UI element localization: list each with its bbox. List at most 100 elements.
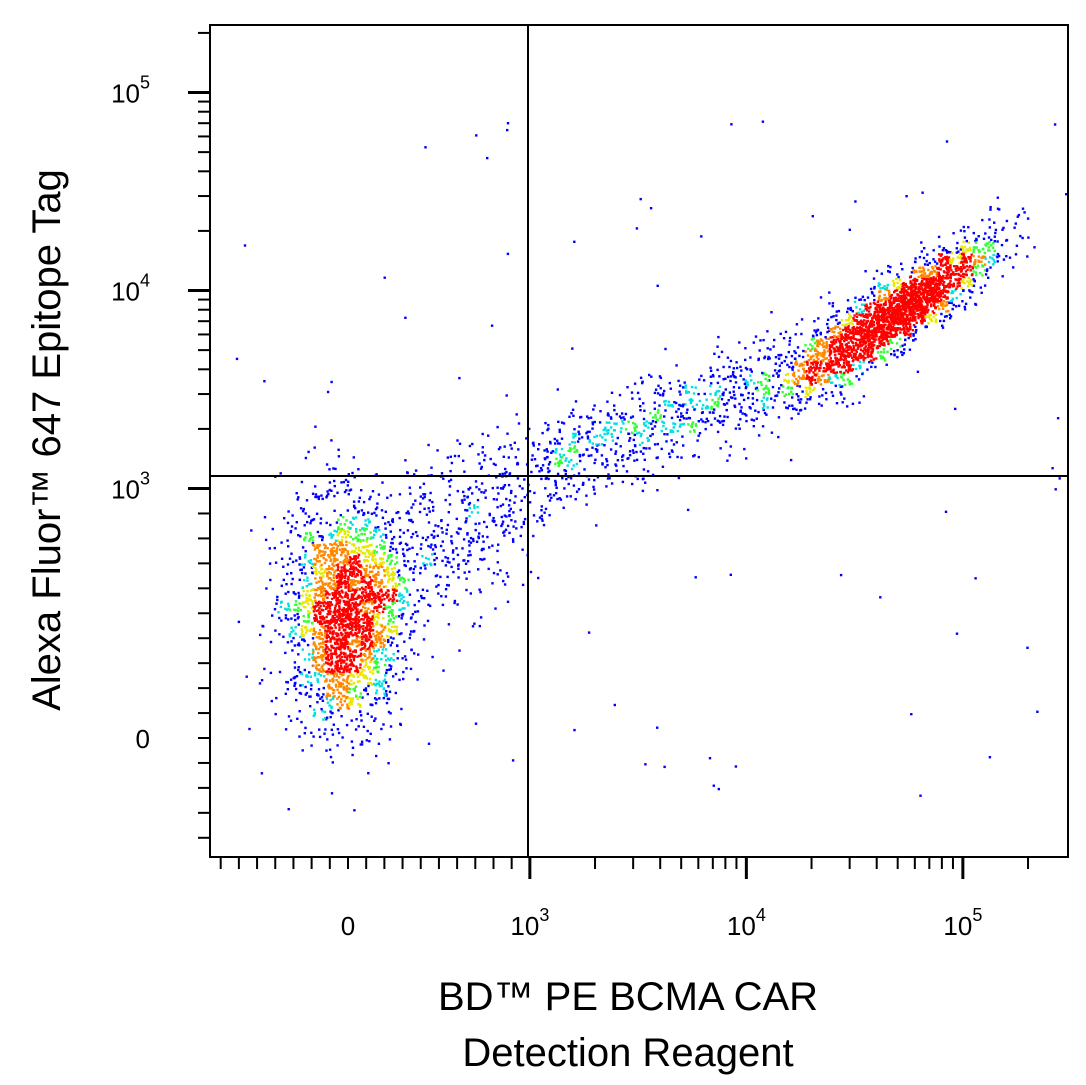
event-dot bbox=[368, 635, 371, 638]
event-dot bbox=[374, 638, 378, 641]
event-dot bbox=[298, 735, 301, 738]
event-dot bbox=[433, 563, 437, 566]
event-dot bbox=[463, 498, 466, 501]
event-dot bbox=[622, 464, 625, 468]
event-dot bbox=[339, 664, 343, 668]
event-dot bbox=[365, 629, 369, 632]
event-dot bbox=[628, 437, 632, 440]
event-dot bbox=[478, 462, 481, 465]
event-dot bbox=[558, 497, 561, 500]
event-dot bbox=[339, 638, 342, 642]
event-dot bbox=[591, 427, 594, 430]
event-dot bbox=[596, 476, 600, 479]
event-dot bbox=[471, 537, 475, 541]
event-dot bbox=[709, 375, 712, 378]
event-dot bbox=[334, 683, 338, 686]
event-dot bbox=[572, 435, 575, 438]
event-dot bbox=[357, 675, 360, 678]
event-dot bbox=[690, 385, 694, 389]
event-dot bbox=[391, 609, 394, 612]
event-dot bbox=[907, 322, 911, 326]
event-dot bbox=[849, 339, 853, 342]
event-dot bbox=[755, 398, 759, 402]
event-dot bbox=[362, 500, 366, 504]
event-dot bbox=[304, 536, 307, 539]
event-dot bbox=[398, 583, 401, 586]
event-dot bbox=[939, 319, 942, 323]
event-dot bbox=[341, 613, 344, 616]
event-dot bbox=[786, 373, 789, 376]
event-dot bbox=[392, 598, 396, 601]
event-dot bbox=[694, 424, 698, 428]
event-dot bbox=[303, 524, 306, 527]
event-dot bbox=[615, 422, 618, 425]
event-dot bbox=[691, 399, 694, 402]
event-dot bbox=[834, 325, 837, 328]
event-dot bbox=[316, 604, 320, 607]
event-dot bbox=[359, 572, 363, 575]
event-dot bbox=[373, 584, 377, 587]
event-dot bbox=[348, 571, 352, 574]
event-dot bbox=[317, 694, 320, 697]
event-dot bbox=[341, 543, 345, 547]
event-dot bbox=[788, 343, 791, 346]
event-dot bbox=[374, 576, 377, 579]
event-dot bbox=[338, 604, 341, 608]
event-dot bbox=[359, 705, 362, 708]
event-dot bbox=[777, 357, 781, 360]
event-dot bbox=[665, 440, 668, 443]
event-dot bbox=[301, 586, 304, 589]
event-dot bbox=[352, 675, 355, 678]
event-dot bbox=[336, 544, 340, 548]
event-dot bbox=[373, 549, 376, 552]
event-dot bbox=[731, 373, 735, 376]
event-dot bbox=[323, 732, 326, 735]
event-dot bbox=[345, 543, 348, 547]
event-dot bbox=[752, 341, 755, 344]
event-dot bbox=[498, 473, 502, 476]
event-dot bbox=[374, 577, 377, 581]
event-dot bbox=[904, 338, 907, 342]
event-dot bbox=[837, 365, 840, 368]
event-dot bbox=[302, 566, 306, 569]
event-dot bbox=[724, 377, 727, 380]
event-dot bbox=[359, 710, 362, 713]
event-dot bbox=[931, 310, 934, 313]
event-dot bbox=[332, 646, 336, 650]
event-dot bbox=[362, 625, 365, 628]
event-dot bbox=[916, 312, 919, 316]
event-dot bbox=[456, 489, 459, 493]
event-dot bbox=[337, 731, 341, 735]
event-dot bbox=[750, 418, 753, 421]
event-dot bbox=[851, 348, 854, 351]
event-dot bbox=[328, 481, 332, 484]
event-dot bbox=[754, 409, 757, 412]
event-dot bbox=[719, 395, 722, 398]
event-dot bbox=[435, 556, 438, 560]
event-dot bbox=[676, 429, 679, 433]
event-dot bbox=[355, 613, 358, 616]
event-dot bbox=[638, 443, 642, 447]
event-dot bbox=[345, 625, 348, 629]
event-dot bbox=[351, 595, 355, 598]
event-dot bbox=[601, 436, 604, 439]
event-dot bbox=[547, 423, 550, 427]
event-dot bbox=[316, 678, 319, 681]
event-dot bbox=[322, 594, 325, 597]
event-dot bbox=[506, 600, 510, 603]
event-dot bbox=[331, 697, 334, 701]
event-dot bbox=[421, 555, 424, 558]
event-dot bbox=[304, 685, 307, 689]
event-dot bbox=[317, 668, 321, 672]
event-dot bbox=[329, 523, 332, 527]
event-dot bbox=[423, 624, 426, 627]
event-dot bbox=[350, 607, 353, 610]
event-dot bbox=[729, 396, 733, 399]
event-dot bbox=[963, 236, 967, 239]
event-dot bbox=[882, 324, 885, 327]
event-dot bbox=[575, 450, 579, 453]
event-dot bbox=[345, 684, 348, 688]
event-dot bbox=[361, 527, 364, 530]
event-dot bbox=[515, 413, 518, 416]
event-dot bbox=[656, 442, 659, 446]
